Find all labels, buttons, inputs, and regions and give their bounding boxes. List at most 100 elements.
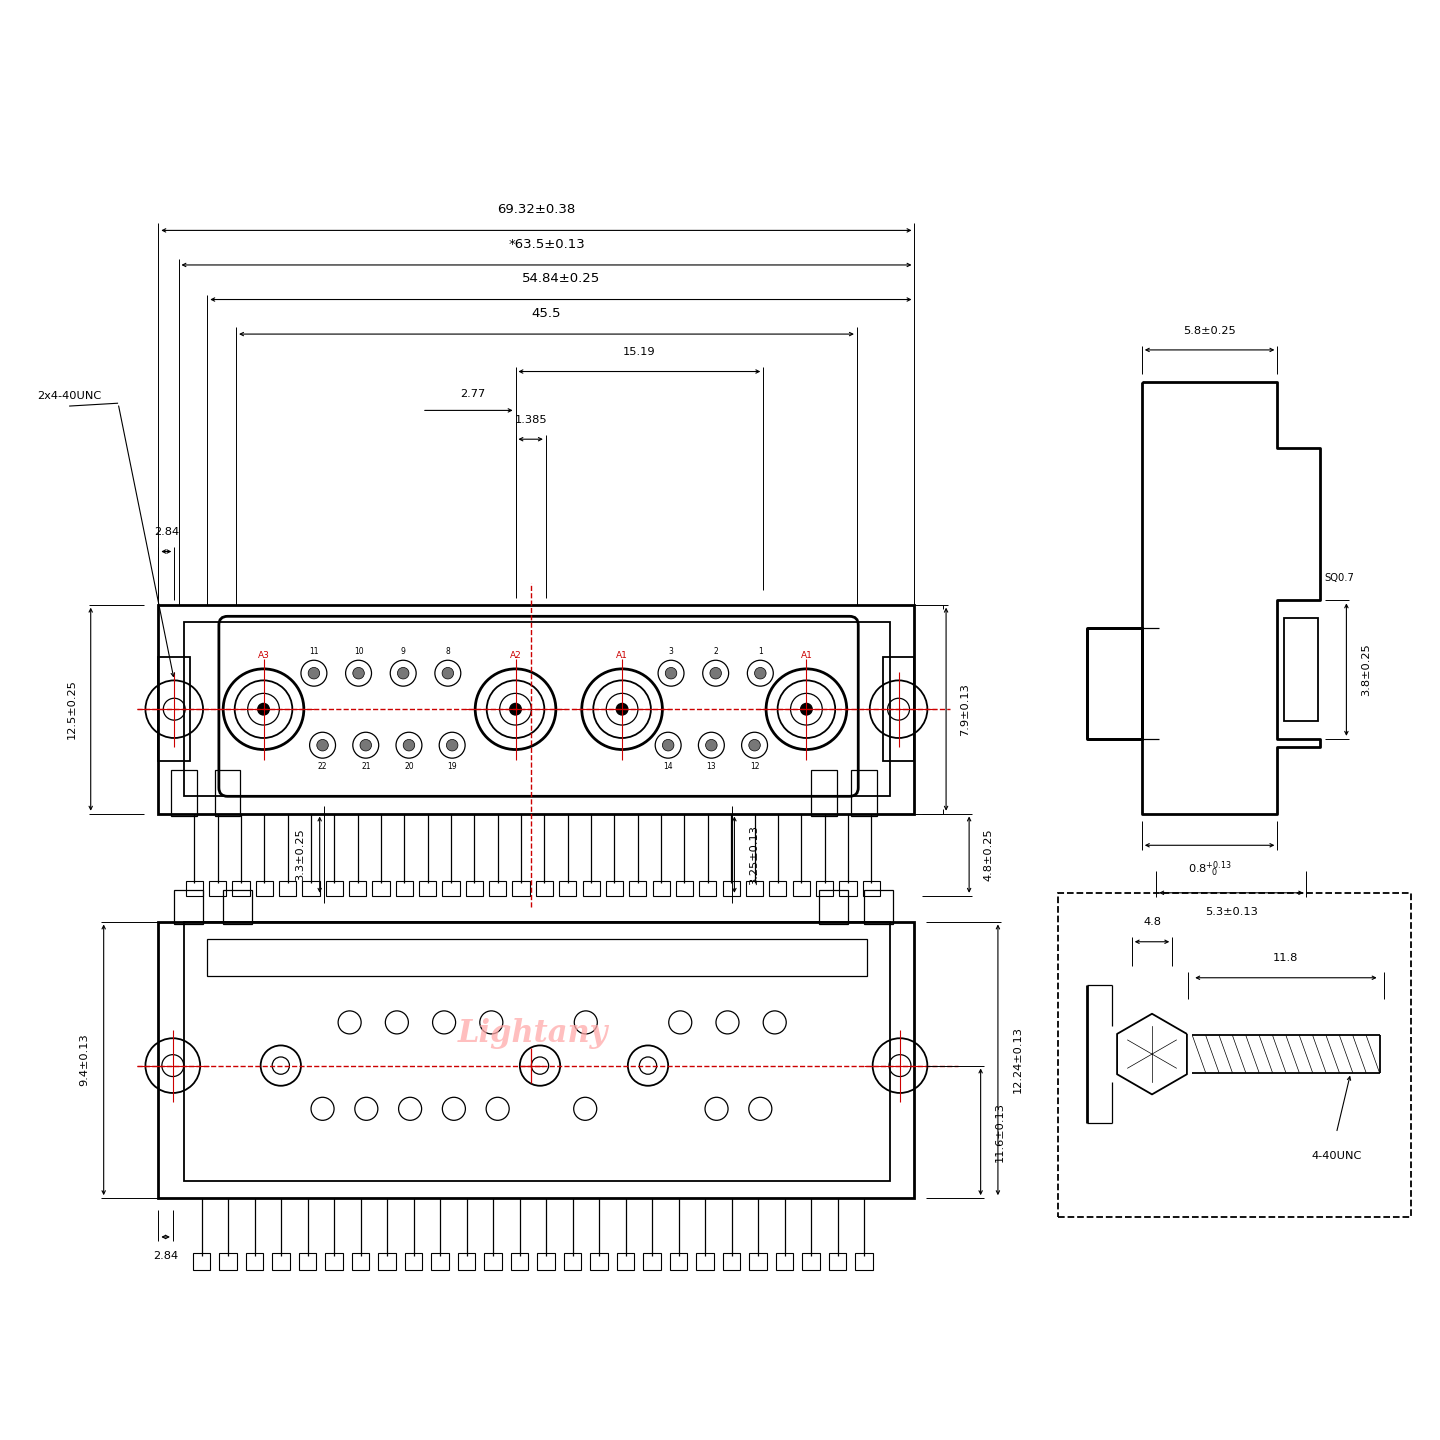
Circle shape (360, 740, 372, 752)
Text: 7.9±0.13: 7.9±0.13 (960, 683, 971, 736)
Circle shape (308, 668, 320, 680)
Bar (644, 1253, 661, 1270)
Bar (536, 881, 553, 896)
Bar (590, 1253, 608, 1270)
Text: A2: A2 (510, 651, 521, 660)
Circle shape (258, 704, 269, 716)
Text: Lightany: Lightany (458, 1018, 608, 1050)
Bar (325, 881, 343, 896)
Bar (174, 890, 203, 924)
Text: 22: 22 (318, 763, 327, 772)
Bar (864, 890, 893, 924)
Text: 2.84: 2.84 (154, 527, 179, 537)
Bar (405, 1253, 422, 1270)
Bar (223, 890, 252, 924)
Bar (351, 1253, 369, 1270)
Bar (207, 939, 867, 976)
Bar (675, 881, 693, 896)
Bar (419, 881, 436, 896)
Bar (863, 881, 880, 896)
Bar (279, 881, 297, 896)
Text: 1.385: 1.385 (514, 415, 547, 425)
Bar (184, 922, 890, 1181)
Text: SQ0.7: SQ0.7 (1325, 573, 1355, 583)
Bar (219, 1253, 236, 1270)
Text: 9: 9 (400, 647, 406, 657)
Circle shape (662, 740, 674, 752)
Text: 2x4-40UNC: 2x4-40UNC (37, 392, 101, 400)
Bar (1058, 893, 1411, 1217)
Bar (749, 1253, 766, 1270)
Text: 14: 14 (664, 763, 672, 772)
Text: 21: 21 (361, 763, 370, 772)
Text: 3.3±0.25: 3.3±0.25 (295, 828, 305, 881)
Bar (209, 881, 226, 896)
Bar (232, 881, 249, 896)
Bar (840, 881, 857, 896)
Text: 10: 10 (354, 647, 363, 657)
Bar (746, 881, 763, 896)
Text: 11.8: 11.8 (1273, 953, 1299, 963)
Bar (616, 1253, 634, 1270)
Text: 4-40UNC: 4-40UNC (1312, 1152, 1361, 1161)
Bar (723, 881, 740, 896)
Text: 69.32±0.38: 69.32±0.38 (497, 203, 576, 216)
Bar (396, 881, 413, 896)
Bar (700, 881, 717, 896)
Text: 45.5: 45.5 (531, 307, 562, 320)
Bar (652, 881, 670, 896)
Bar (802, 1253, 819, 1270)
Text: A3: A3 (258, 651, 269, 660)
Bar (829, 1253, 847, 1270)
Text: 5.8±0.25: 5.8±0.25 (1184, 325, 1236, 336)
Circle shape (403, 740, 415, 752)
Circle shape (510, 704, 521, 716)
Bar (559, 881, 576, 896)
Text: 3: 3 (668, 647, 674, 657)
Circle shape (317, 740, 328, 752)
Bar (272, 1253, 289, 1270)
Text: 2.84: 2.84 (153, 1251, 179, 1261)
Bar (883, 658, 914, 762)
Bar (186, 881, 203, 896)
Text: 11: 11 (310, 647, 318, 657)
Bar (158, 922, 914, 1198)
Bar (348, 881, 366, 896)
Circle shape (755, 668, 766, 680)
Text: 4.8: 4.8 (1143, 917, 1161, 927)
Text: 12: 12 (750, 763, 759, 772)
Text: 2.77: 2.77 (459, 389, 485, 399)
Bar (511, 1253, 528, 1270)
Bar (484, 1253, 501, 1270)
Circle shape (665, 668, 677, 680)
Text: 13: 13 (707, 763, 716, 772)
Bar (855, 1253, 873, 1270)
Bar (811, 770, 837, 816)
Text: 3.25±0.13: 3.25±0.13 (749, 825, 759, 884)
Text: 15.19: 15.19 (624, 347, 655, 357)
Circle shape (616, 704, 628, 716)
Circle shape (397, 668, 409, 680)
Text: 5.3±0.13: 5.3±0.13 (1205, 907, 1257, 917)
Circle shape (353, 668, 364, 680)
Bar (442, 881, 459, 896)
Circle shape (706, 740, 717, 752)
Bar (1284, 618, 1318, 721)
Text: 1: 1 (757, 647, 763, 657)
Text: 12.5±0.25: 12.5±0.25 (66, 680, 76, 739)
Bar (851, 770, 877, 816)
Text: 0.8$^{+0.13}_{\ \ 0}$: 0.8$^{+0.13}_{\ \ 0}$ (1188, 860, 1231, 880)
Text: 12.24±0.13: 12.24±0.13 (1012, 1027, 1022, 1093)
Circle shape (442, 668, 454, 680)
Bar (537, 1253, 554, 1270)
Text: 9.4±0.13: 9.4±0.13 (79, 1034, 89, 1086)
Bar (606, 881, 624, 896)
Bar (158, 605, 914, 814)
Bar (769, 881, 786, 896)
Bar (432, 1253, 449, 1270)
Text: 4.8±0.25: 4.8±0.25 (984, 828, 994, 881)
Bar (302, 881, 320, 896)
Circle shape (801, 704, 812, 716)
Text: 3.8±0.25: 3.8±0.25 (1361, 644, 1371, 696)
Text: 11.6±0.13: 11.6±0.13 (995, 1102, 1005, 1162)
